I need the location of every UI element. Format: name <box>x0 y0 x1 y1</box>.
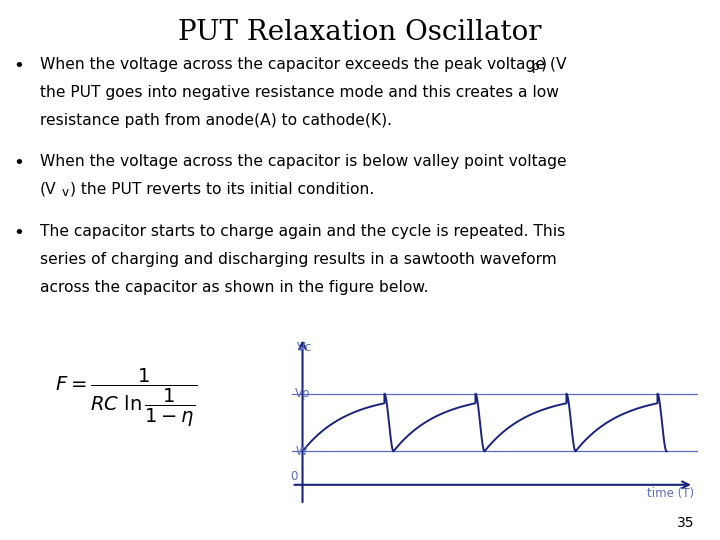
Text: Vc: Vc <box>297 341 312 354</box>
Text: resistance path from anode(A) to cathode(K).: resistance path from anode(A) to cathode… <box>40 113 392 128</box>
Text: ): ) <box>541 57 546 72</box>
Text: ) the PUT reverts to its initial condition.: ) the PUT reverts to its initial conditi… <box>70 182 374 197</box>
Text: series of charging and discharging results in a sawtooth waveform: series of charging and discharging resul… <box>40 252 557 267</box>
Text: •: • <box>13 224 24 242</box>
Text: p: p <box>532 60 540 73</box>
Text: 0: 0 <box>291 470 298 483</box>
Text: The capacitor starts to charge again and the cycle is repeated. This: The capacitor starts to charge again and… <box>40 224 565 239</box>
Text: PUT Relaxation Oscillator: PUT Relaxation Oscillator <box>179 19 541 46</box>
Text: •: • <box>13 154 24 172</box>
Text: W: W <box>295 445 307 458</box>
Text: the PUT goes into negative resistance mode and this creates a low: the PUT goes into negative resistance mo… <box>40 85 559 100</box>
Text: across the capacitor as shown in the figure below.: across the capacitor as shown in the fig… <box>40 280 428 295</box>
Text: (V: (V <box>40 182 56 197</box>
Text: When the voltage across the capacitor exceeds the peak voltage (V: When the voltage across the capacitor ex… <box>40 57 566 72</box>
Text: •: • <box>13 57 24 75</box>
Text: Vp: Vp <box>295 387 311 400</box>
Text: 35: 35 <box>678 516 695 530</box>
Text: time (T): time (T) <box>647 488 694 501</box>
Text: v: v <box>62 186 69 199</box>
Text: $F = \dfrac{1}{RC\ \ln\dfrac{1}{1-\eta}}$: $F = \dfrac{1}{RC\ \ln\dfrac{1}{1-\eta}}… <box>55 367 197 429</box>
Text: When the voltage across the capacitor is below valley point voltage: When the voltage across the capacitor is… <box>40 154 566 169</box>
